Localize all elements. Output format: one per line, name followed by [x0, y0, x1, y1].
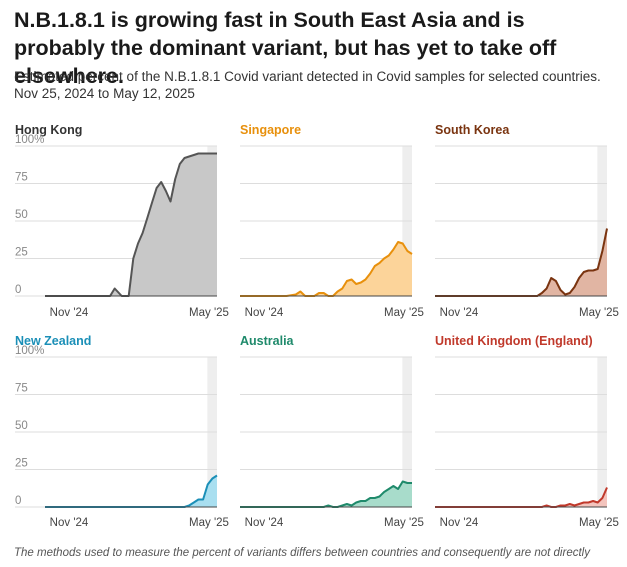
panel-hong-kong-ytick-label: 50 [15, 209, 28, 221]
panel-singapore-xtick-label: May '25 [384, 307, 424, 319]
panel-new-zealand-title: New Zealand [15, 334, 91, 348]
panel-south-korea-title: South Korea [435, 123, 510, 137]
panel-hong-kong-ytick-label: 25 [15, 247, 28, 259]
panel-united-kingdom-england-xtick-label: Nov '24 [440, 517, 479, 529]
panel-united-kingdom-england-title: United Kingdom (England) [435, 334, 593, 348]
panel-singapore-xtick-label: Nov '24 [245, 307, 284, 319]
panel-new-zealand-ytick-label: 75 [15, 383, 28, 395]
panel-united-kingdom-england-line [435, 487, 608, 508]
panel-south-korea-area [435, 228, 607, 296]
panel-hong-kong-title: Hong Kong [15, 123, 82, 137]
panel-hong-kong-ytick-label: 0 [15, 284, 21, 296]
panel-new-zealand-ytick-label: 0 [15, 495, 21, 507]
panel-new-zealand-area [45, 475, 217, 507]
chart-title: N.B.1.8.1 is growing fast in South East … [14, 8, 557, 88]
panel-hong-kong-ytick-label: 75 [15, 172, 28, 184]
panel-hong-kong-xtick-label: May '25 [189, 307, 229, 319]
panel-hong-kong-xtick-label: Nov '24 [50, 307, 89, 319]
panel-united-kingdom-england-xtick-label: May '25 [579, 517, 619, 529]
panel-singapore-line [240, 241, 413, 297]
panel-australia-title: Australia [240, 334, 295, 348]
panel-singapore-area [240, 242, 412, 296]
panel-new-zealand-xtick-label: May '25 [189, 517, 229, 529]
panel-new-zealand-ytick-label: 25 [15, 458, 28, 470]
footnote: The methods used to measure the percent … [14, 547, 590, 559]
panel-new-zealand-ytick-label: 100% [15, 345, 44, 357]
panel-australia-xtick-label: May '25 [384, 517, 424, 529]
panel-singapore-title: Singapore [240, 123, 301, 137]
panel-australia-area [240, 481, 412, 507]
panel-new-zealand-ytick-label: 50 [15, 420, 28, 432]
panel-australia-xtick-label: Nov '24 [245, 517, 284, 529]
panel-united-kingdom-england-area [435, 487, 607, 507]
panel-south-korea-xtick-label: Nov '24 [440, 307, 479, 319]
panel-hong-kong-ytick-label: 100% [15, 134, 44, 146]
chart-subtitle: Estimated percent of the N.B.1.8.1 Covid… [14, 69, 601, 101]
panel-new-zealand-line [45, 474, 218, 508]
panel-new-zealand-xtick-label: Nov '24 [50, 517, 89, 529]
panel-south-korea-xtick-label: May '25 [579, 307, 619, 319]
